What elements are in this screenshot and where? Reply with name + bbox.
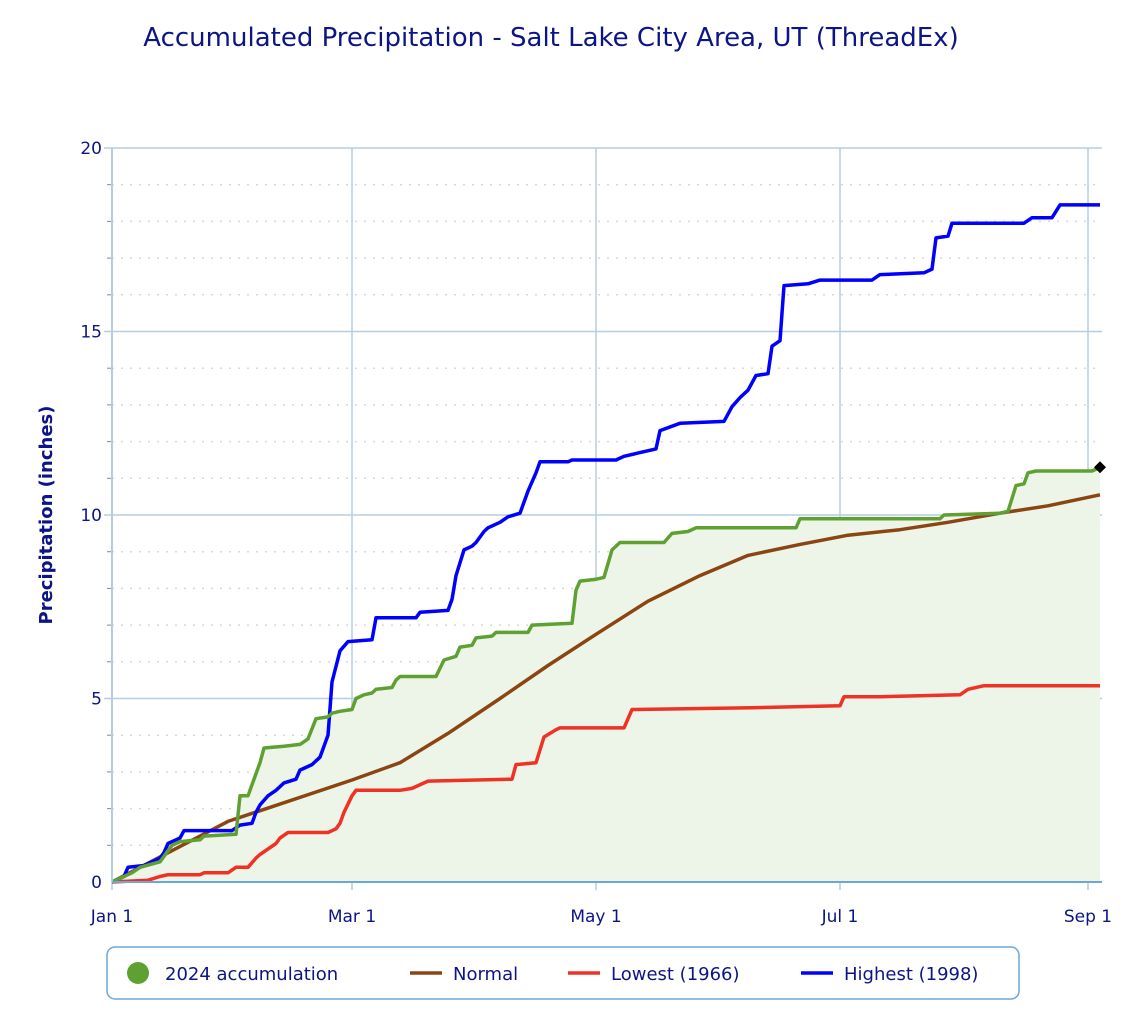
x-tick-label: Jul 1 [821,907,859,927]
legend-label: Lowest (1966) [611,964,740,985]
series-line-normal [111,493,1101,884]
legend[interactable]: 2024 accumulation Normal Lowest (1966) High… [106,946,1020,1000]
end-marker-diamond [1094,461,1106,474]
x-tick-label: May 1 [570,907,621,927]
legend-label: Highest (1998) [844,964,978,985]
series-line-highest-1998 [111,203,1100,884]
series-line-lowest-1966 [111,683,1100,884]
legend-item-3[interactable]: Highest (1998) [801,964,978,985]
series-line-2024-accumulation [111,465,1101,884]
y-tick-label: 5 [91,690,102,710]
legend-label: 2024 accumulation [165,964,338,985]
axes: 0 5 10 15 20 Jan 1 Mar 1 May 1 Jul 1 Sep 1 [80,139,1112,927]
y-tick-label: 20 [80,139,102,159]
legend-box [106,946,1020,1000]
legend-item-1[interactable]: Normal [410,964,518,985]
legend-item-0[interactable]: 2024 accumulation [127,962,338,985]
x-tick-label: Sep 1 [1064,907,1112,927]
legend-label: Normal [453,964,518,985]
legend-item-2[interactable]: Lowest (1966) [568,964,740,985]
chart-title: Accumulated Precipitation - Salt Lake Ci… [143,23,958,53]
y-tick-label: 15 [80,323,102,343]
y-axis-label: Precipitation (inches) [36,406,57,625]
y-tick-label: 0 [91,873,102,893]
x-tick-label: Mar 1 [328,907,376,927]
area-2024-accumulation [112,467,1100,882]
series-group [111,203,1106,884]
x-tick-label: Jan 1 [90,907,133,927]
legend-circle-icon [127,962,149,984]
y-tick-label: 10 [80,506,102,526]
